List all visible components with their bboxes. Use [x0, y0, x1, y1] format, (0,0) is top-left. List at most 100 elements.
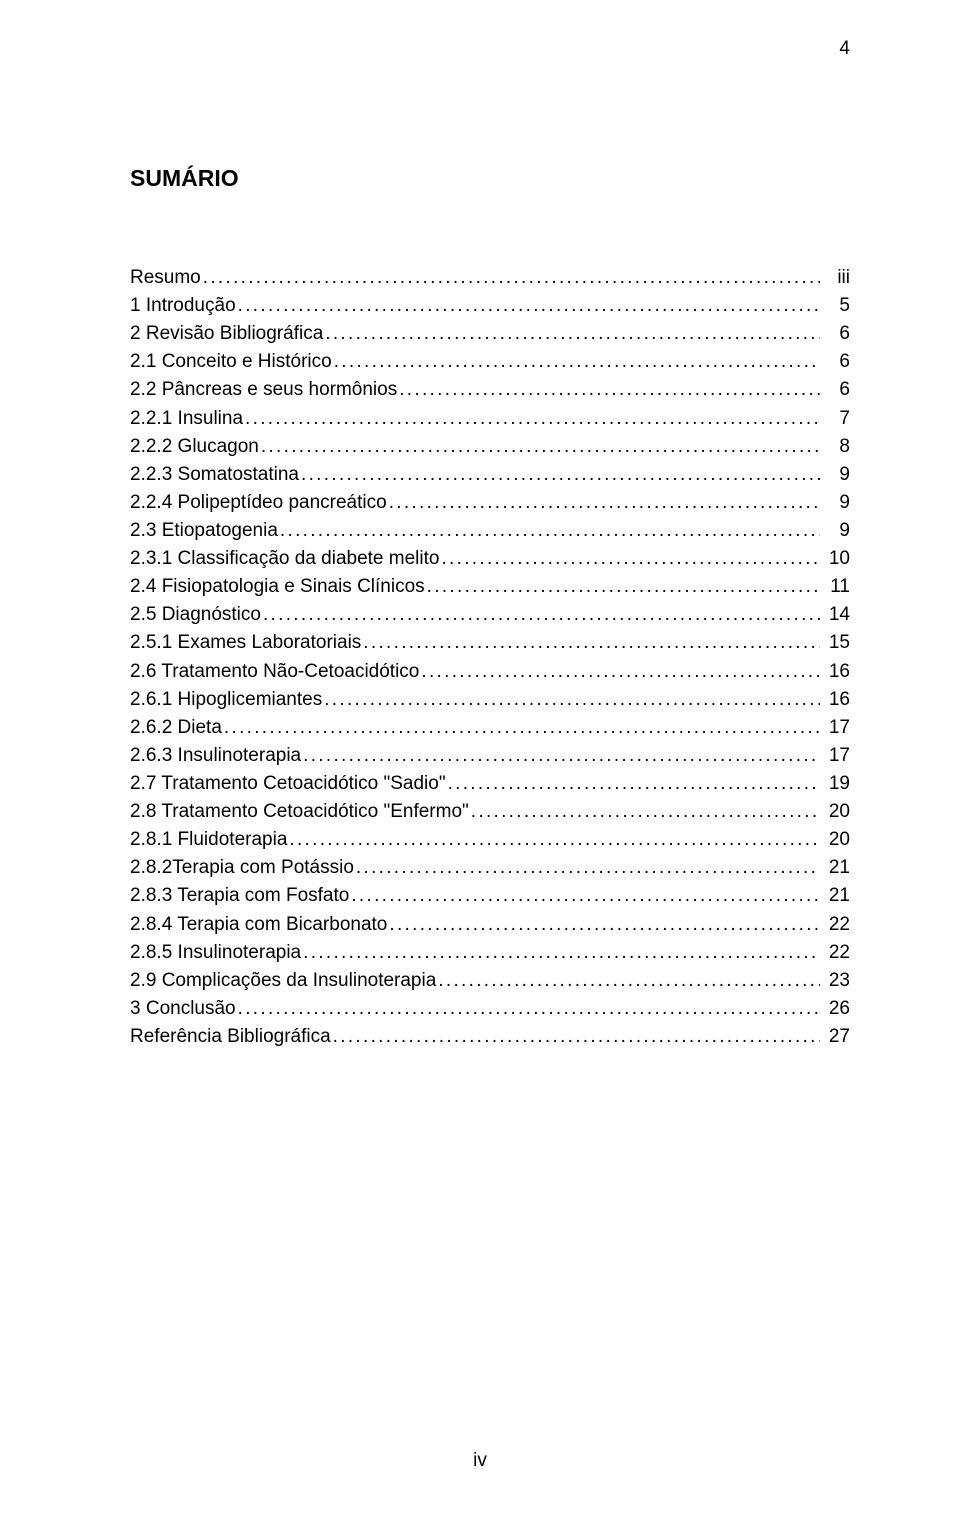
toc-row: 2.3 Etiopatogenia.......................… — [130, 517, 850, 545]
toc-title: SUMÁRIO — [130, 165, 850, 192]
toc-entry-label: Resumo — [130, 264, 201, 292]
toc-entry-page: 8 — [822, 433, 850, 461]
toc-row: 2.5 Diagnóstico.........................… — [130, 601, 850, 629]
toc-leader-dots: ........................................… — [389, 489, 820, 517]
toc-entry-page: 10 — [822, 545, 850, 573]
page-footer: iv — [0, 1450, 960, 1472]
toc-leader-dots: ........................................… — [224, 714, 820, 742]
page-number-top: 4 — [839, 38, 850, 60]
toc-row: 2.8.2Terapia com Potássio...............… — [130, 854, 850, 882]
toc-entry-page: 22 — [822, 911, 850, 939]
toc-leader-dots: ........................................… — [363, 629, 820, 657]
content-area: SUMÁRIO Resumo..........................… — [130, 165, 850, 1051]
toc-entry-page: 6 — [822, 348, 850, 376]
toc-leader-dots: ........................................… — [356, 854, 820, 882]
toc-list: Resumo..................................… — [130, 264, 850, 1051]
toc-leader-dots: ........................................… — [471, 798, 820, 826]
toc-row: 2.3.1 Classificação da diabete melito...… — [130, 545, 850, 573]
toc-entry-page: 21 — [822, 882, 850, 910]
toc-entry-label: 2.5 Diagnóstico — [130, 601, 261, 629]
toc-entry-page: 20 — [822, 826, 850, 854]
toc-entry-page: 11 — [822, 573, 850, 601]
toc-entry-label: 2.6.3 Insulinoterapia — [130, 742, 301, 770]
toc-row: 2.6.2 Dieta.............................… — [130, 714, 850, 742]
toc-leader-dots: ........................................… — [448, 770, 820, 798]
toc-leader-dots: ........................................… — [238, 292, 820, 320]
toc-entry-label: 2.8.4 Terapia com Bicarbonato — [130, 911, 387, 939]
toc-entry-page: 15 — [822, 629, 850, 657]
toc-leader-dots: ........................................… — [325, 320, 820, 348]
toc-entry-label: 2 Revisão Bibliográfica — [130, 320, 323, 348]
toc-entry-page: 22 — [822, 939, 850, 967]
toc-entry-label: 2.8 Tratamento Cetoacidótico "Enfermo" — [130, 798, 469, 826]
toc-leader-dots: ........................................… — [351, 882, 820, 910]
toc-entry-page: iii — [822, 264, 850, 292]
toc-row: 2.8 Tratamento Cetoacidótico "Enfermo"..… — [130, 798, 850, 826]
toc-entry-page: 20 — [822, 798, 850, 826]
toc-entry-page: 26 — [822, 995, 850, 1023]
toc-entry-label: 2.8.3 Terapia com Fosfato — [130, 882, 349, 910]
toc-entry-page: 14 — [822, 601, 850, 629]
toc-entry-page: 16 — [822, 686, 850, 714]
toc-entry-page: 9 — [822, 461, 850, 489]
toc-leader-dots: ........................................… — [263, 601, 820, 629]
toc-row: 2.6.1 Hipoglicemiantes..................… — [130, 686, 850, 714]
toc-row: Resumo..................................… — [130, 264, 850, 292]
toc-leader-dots: ........................................… — [280, 517, 820, 545]
toc-row: 3 Conclusão.............................… — [130, 995, 850, 1023]
toc-leader-dots: ........................................… — [334, 348, 820, 376]
toc-entry-label: 2.2.4 Polipeptídeo pancreático — [130, 489, 387, 517]
toc-entry-label: 2.8.5 Insulinoterapia — [130, 939, 301, 967]
toc-row: 2.2.3 Somatostatina.....................… — [130, 461, 850, 489]
toc-entry-page: 19 — [822, 770, 850, 798]
toc-entry-label: 2.6 Tratamento Não-Cetoacidótico — [130, 658, 419, 686]
toc-entry-label: 1 Introdução — [130, 292, 236, 320]
toc-row: 2.8.3 Terapia com Fosfato...............… — [130, 882, 850, 910]
toc-leader-dots: ........................................… — [261, 433, 820, 461]
toc-leader-dots: ........................................… — [301, 461, 820, 489]
toc-row: 2 Revisão Bibliográfica.................… — [130, 320, 850, 348]
toc-entry-label: 2.6.1 Hipoglicemiantes — [130, 686, 322, 714]
toc-leader-dots: ........................................… — [245, 405, 820, 433]
toc-row: 2.8.4 Terapia com Bicarbonato...........… — [130, 911, 850, 939]
toc-leader-dots: ........................................… — [438, 967, 820, 995]
toc-row: Referência Bibliográfica................… — [130, 1023, 850, 1051]
toc-entry-label: Referência Bibliográfica — [130, 1023, 331, 1051]
toc-row: 2.6.3 Insulinoterapia...................… — [130, 742, 850, 770]
toc-entry-page: 9 — [822, 489, 850, 517]
toc-entry-label: 2.2 Pâncreas e seus hormônios — [130, 376, 397, 404]
toc-entry-page: 16 — [822, 658, 850, 686]
toc-entry-page: 27 — [822, 1023, 850, 1051]
toc-entry-label: 2.3.1 Classificação da diabete melito — [130, 545, 439, 573]
toc-leader-dots: ........................................… — [203, 264, 820, 292]
toc-entry-page: 23 — [822, 967, 850, 995]
toc-row: 1 Introdução............................… — [130, 292, 850, 320]
toc-entry-page: 17 — [822, 742, 850, 770]
toc-row: 2.2 Pâncreas e seus hormônios...........… — [130, 376, 850, 404]
toc-entry-label: 2.2.3 Somatostatina — [130, 461, 299, 489]
toc-leader-dots: ........................................… — [289, 826, 820, 854]
toc-entry-label: 2.2.2 Glucagon — [130, 433, 259, 461]
toc-leader-dots: ........................................… — [303, 939, 820, 967]
toc-leader-dots: ........................................… — [399, 376, 820, 404]
toc-entry-label: 2.9 Complicações da Insulinoterapia — [130, 967, 436, 995]
toc-row: 2.7 Tratamento Cetoacidótico "Sadio"....… — [130, 770, 850, 798]
toc-row: 2.1 Conceito e Histórico................… — [130, 348, 850, 376]
toc-entry-page: 21 — [822, 854, 850, 882]
toc-row: 2.2.1 Insulina..........................… — [130, 405, 850, 433]
toc-leader-dots: ........................................… — [421, 658, 820, 686]
toc-row: 2.4 Fisiopatologia e Sinais Clínicos....… — [130, 573, 850, 601]
toc-entry-label: 2.5.1 Exames Laboratoriais — [130, 629, 361, 657]
toc-leader-dots: ........................................… — [238, 995, 820, 1023]
toc-entry-page: 5 — [822, 292, 850, 320]
toc-row: 2.8.5 Insulinoterapia...................… — [130, 939, 850, 967]
toc-entry-label: 2.3 Etiopatogenia — [130, 517, 278, 545]
toc-row: 2.2.2 Glucagon..........................… — [130, 433, 850, 461]
toc-entry-label: 2.8.1 Fluidoterapia — [130, 826, 287, 854]
toc-entry-label: 2.8.2Terapia com Potássio — [130, 854, 354, 882]
toc-entry-page: 6 — [822, 320, 850, 348]
toc-row: 2.8.1 Fluidoterapia.....................… — [130, 826, 850, 854]
toc-leader-dots: ........................................… — [389, 911, 820, 939]
toc-row: 2.2.4 Polipeptídeo pancreático..........… — [130, 489, 850, 517]
toc-entry-label: 2.1 Conceito e Histórico — [130, 348, 332, 376]
